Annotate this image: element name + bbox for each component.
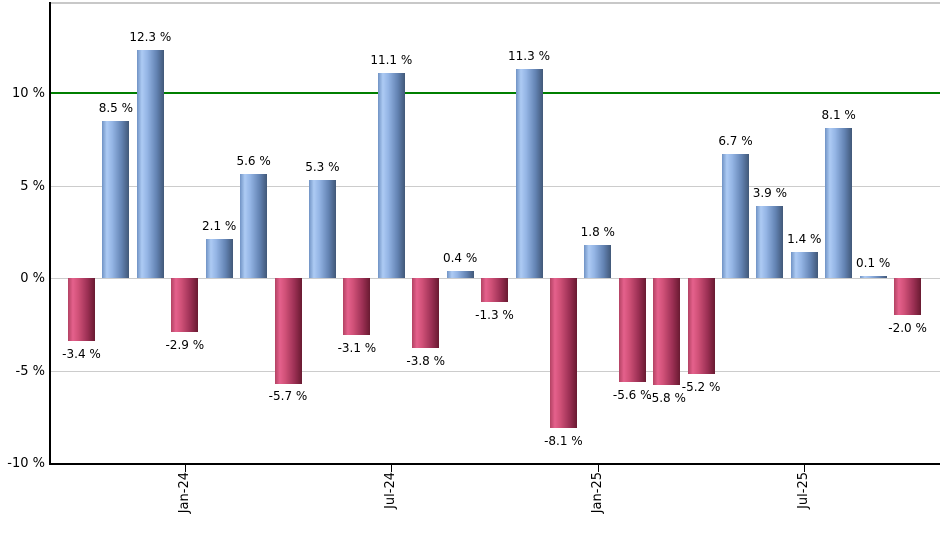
- negative-bar: [687, 278, 715, 375]
- bar-value-label: -2.0 %: [888, 321, 927, 335]
- bar-value-label: 8.5 %: [98, 100, 134, 115]
- negative-bar: [343, 278, 371, 336]
- bar-value-label: 2.1 %: [202, 219, 237, 234]
- bar-value-label: 0.4 %: [442, 250, 478, 265]
- y-axis-tick-label: 5 %: [20, 178, 45, 194]
- y-axis-tick-label: -5 %: [15, 363, 45, 379]
- bar-value-label: 5.3 %: [305, 159, 340, 174]
- x-axis-line: [49, 463, 940, 465]
- positive-bar: [859, 276, 887, 278]
- bar-value-label: 11.3 %: [508, 48, 550, 63]
- bar-value-label: -5.6 %: [612, 387, 652, 402]
- positive-bar: [102, 120, 130, 279]
- negative-bar: [653, 278, 681, 386]
- x-axis-tick-label: Jul-24: [383, 472, 399, 509]
- negative-bar: [68, 278, 95, 341]
- bar-value-label: -5.2 %: [681, 380, 721, 395]
- x-axis-tick: [804, 463, 806, 472]
- positive-bar: [240, 174, 268, 278]
- bar-value-label: 5.6 %: [236, 154, 271, 169]
- bar-value-label: 6.7 %: [718, 134, 753, 149]
- positive-bar: [756, 205, 784, 278]
- bar-value-label: 12.3 %: [129, 30, 172, 45]
- positive-bar: [205, 239, 233, 279]
- bar-value-label: 1.8 %: [580, 224, 615, 239]
- negative-bar: [412, 278, 440, 349]
- bar-value-label: -5.7 %: [268, 389, 308, 404]
- positive-bar: [790, 252, 818, 278]
- positive-bar: [515, 68, 543, 278]
- positive-bar: [584, 244, 612, 278]
- negative-bar: [894, 278, 922, 315]
- bar-value-label: -5.8 %: [647, 391, 686, 406]
- x-axis-tick: [597, 463, 599, 472]
- bar-value-label: -8.1 %: [544, 433, 583, 448]
- positive-bar: [722, 154, 749, 279]
- negative-bar: [274, 278, 302, 384]
- plot-top-border: [49, 2, 940, 4]
- bar-value-label: -3.1 %: [337, 341, 377, 356]
- x-axis-tick: [391, 463, 393, 472]
- bar-value-label: -2.9 %: [165, 337, 205, 352]
- benchmark-line: [49, 92, 940, 94]
- bar-value-label: -1.3 %: [475, 308, 514, 323]
- y-axis-tick-label: 0 %: [20, 271, 45, 286]
- bar-value-label: -3.4 %: [62, 346, 101, 361]
- positive-bar: [825, 128, 853, 278]
- negative-bar: [171, 278, 199, 332]
- bar-value-label: -3.8 %: [406, 354, 446, 369]
- gridline: [49, 185, 940, 187]
- negative-bar: [618, 278, 646, 382]
- positive-bar: [136, 50, 164, 278]
- y-axis-tick-label: 10 %: [11, 86, 45, 101]
- y-axis-line: [49, 2, 51, 465]
- gridline: [49, 370, 940, 372]
- negative-bar: [481, 278, 508, 303]
- bar-value-label: 8.1 %: [821, 108, 856, 123]
- bar-value-label: 11.1 %: [370, 52, 413, 67]
- positive-bar: [446, 270, 474, 278]
- x-axis-tick: [184, 463, 186, 472]
- bar-value-label: 3.9 %: [752, 185, 788, 200]
- bar-value-label: 1.4 %: [787, 232, 822, 247]
- x-axis-tick-label: Jan-24: [176, 472, 192, 514]
- x-axis-tick-label: Jul-25: [796, 472, 812, 509]
- positive-bar: [377, 72, 405, 278]
- x-axis-tick-label: Jan-25: [589, 472, 605, 514]
- bar-value-label: 0.1 %: [856, 256, 891, 271]
- positive-bar: [308, 179, 336, 278]
- negative-bar: [549, 278, 577, 428]
- y-axis-tick-label: -10 %: [7, 456, 45, 471]
